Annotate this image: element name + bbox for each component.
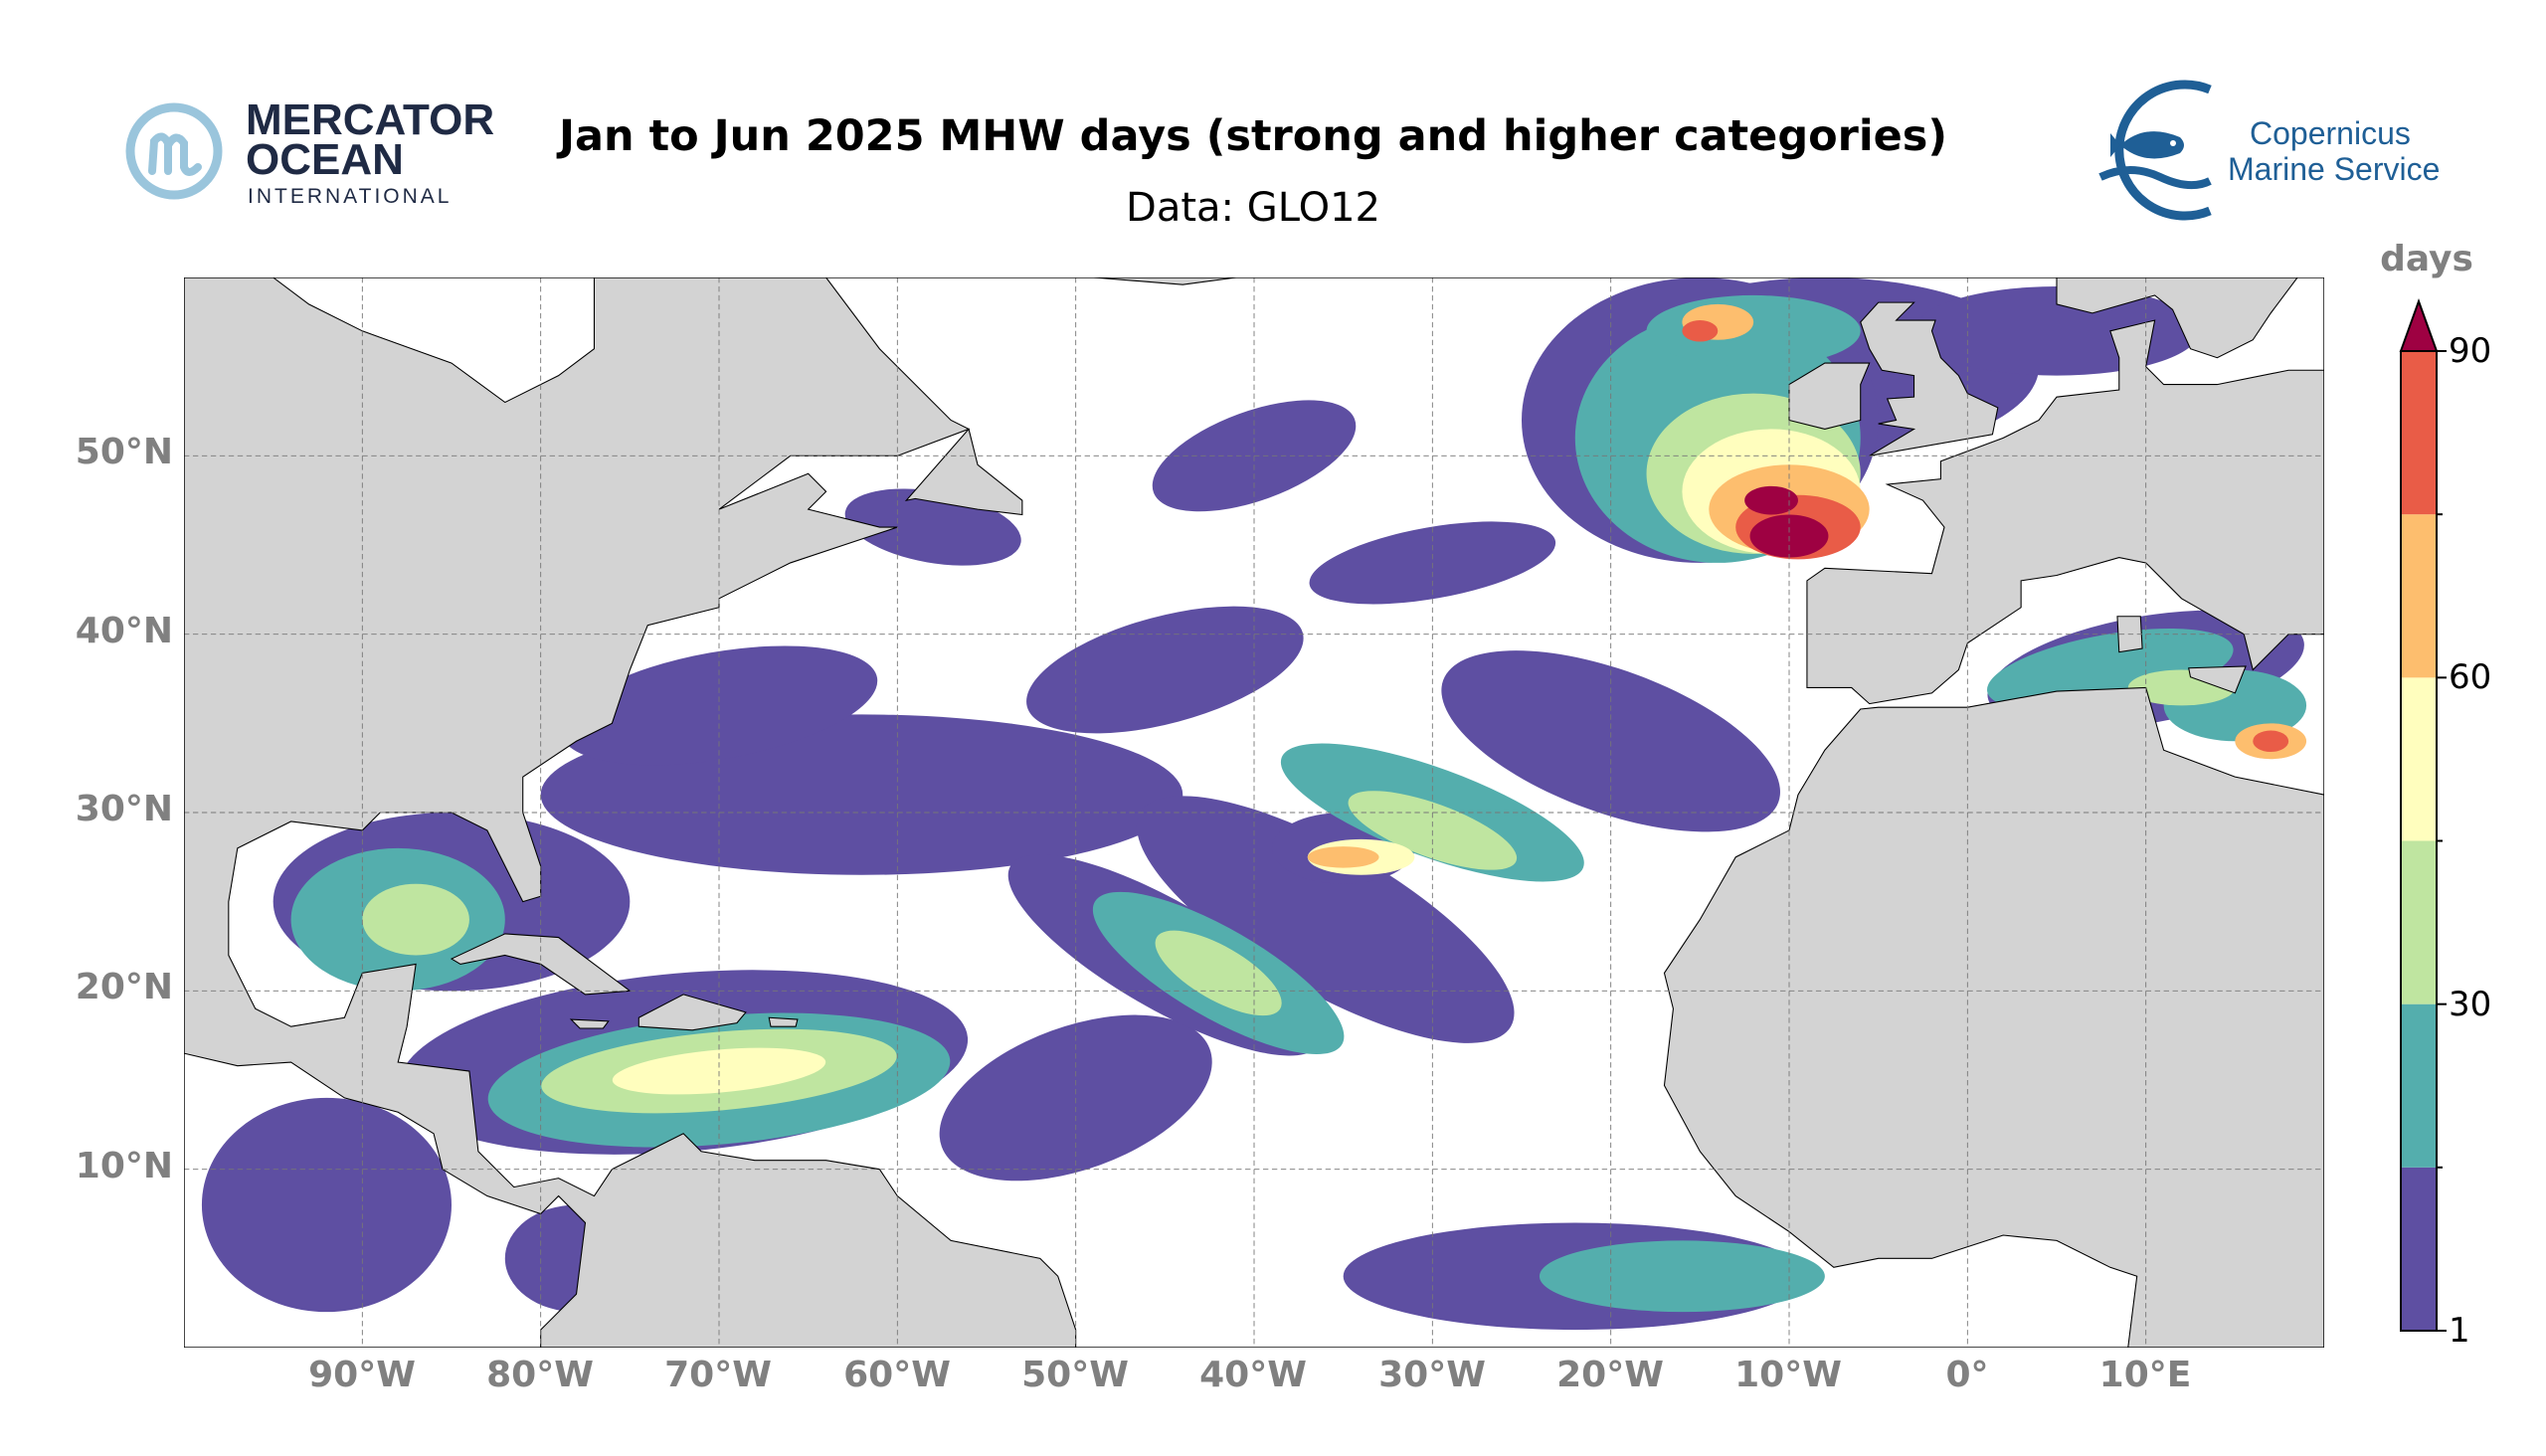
lon-label-90w: 90°W: [308, 1355, 416, 1395]
land-scandinavia: [2056, 277, 2298, 359]
lon-label-80w: 80°W: [486, 1355, 594, 1395]
land-africa: [1663, 686, 2324, 1348]
mercator-ocean-logo: MERCATOR OCEAN INTERNATIONAL: [124, 95, 502, 208]
gridlines: [184, 277, 2324, 1348]
map-panel: [184, 277, 2324, 1348]
colorbar: [2399, 298, 2447, 1332]
mercator-line3: INTERNATIONAL: [248, 185, 453, 208]
land-puerto-rico: [768, 1016, 799, 1027]
mhw-days-field: [201, 277, 2307, 1331]
mhw-area: [201, 1097, 452, 1313]
land-masses: [184, 277, 2324, 1348]
colorbar-tick-90: 90: [2449, 331, 2492, 371]
lat-label-40n: 40°N: [75, 611, 173, 651]
chart-title: Jan to Jun 2025 MHW days (strong and hig…: [558, 111, 1948, 161]
mhw-area: [1307, 846, 1379, 868]
lat-label-30n: 30°N: [75, 789, 173, 829]
colorbar-tick-60: 60: [2449, 657, 2492, 697]
land-ireland: [1788, 362, 1871, 430]
colorbar-tick-1: 1: [2449, 1311, 2470, 1351]
lon-label-0: 0°: [1945, 1355, 1989, 1395]
lon-label-40w: 40°W: [1199, 1355, 1307, 1395]
land-europe: [1806, 319, 2324, 705]
lat-label-50n: 50°N: [75, 432, 173, 472]
colorbar-label: days: [2380, 239, 2473, 279]
mhw-area: [1646, 294, 1861, 367]
lon-label-30w: 30°W: [1378, 1355, 1486, 1395]
land-newfoundland: [904, 428, 1023, 516]
colorbar-tick-30: 30: [2449, 985, 2492, 1024]
chart-subtitle: Data: GLO12: [1126, 185, 1380, 231]
land-jamaica: [569, 1018, 610, 1029]
lon-label-60w: 60°W: [843, 1355, 951, 1395]
lat-label-10n: 10°N: [75, 1146, 173, 1186]
mhw-area: [362, 883, 469, 956]
mhw-area: [1136, 796, 1515, 1043]
mercator-line1: MERCATOR: [246, 95, 495, 144]
colorbar-segment: [2401, 514, 2437, 678]
mhw-area: [1026, 606, 1304, 734]
mhw-area: [1539, 1240, 1825, 1313]
lon-label-50w: 50°W: [1021, 1355, 1129, 1395]
mhw-area: [2253, 730, 2289, 753]
mhw-area: [1155, 930, 1282, 1016]
copernicus-line1: Copernicus: [2250, 115, 2411, 151]
lon-label-10w: 10°W: [1734, 1355, 1842, 1395]
copernicus-marine-logo: Copernicus Marine Service: [2071, 78, 2468, 222]
mhw-area: [1744, 485, 1798, 515]
lon-label-10e: 10°E: [2098, 1355, 2192, 1395]
lat-label-20n: 20°N: [75, 967, 173, 1007]
lon-label-70w: 70°W: [664, 1355, 772, 1395]
hudson-bay: [272, 277, 596, 404]
colorbar-segment: [2401, 351, 2437, 515]
land-great-britain: [1860, 301, 1999, 456]
lon-label-20w: 20°W: [1556, 1355, 1664, 1395]
mercator-m-mark-icon: [125, 102, 223, 200]
land-north-america: [184, 277, 1077, 1348]
land-greenland-tip: [1093, 277, 1237, 285]
colorbar-segment: [2401, 677, 2437, 841]
copernicus-fish-mark-icon: [2098, 80, 2212, 221]
colorbar-extend-triangle: [2399, 298, 2439, 352]
colorbar-segment: [2401, 1003, 2437, 1168]
land-sicily: [2188, 665, 2247, 694]
mercator-line2: OCEAN: [246, 135, 404, 184]
colorbar-segment: [2401, 840, 2437, 1004]
copernicus-line2: Marine Service: [2228, 151, 2441, 187]
mhw-area: [1682, 320, 1719, 342]
colorbar-segment: [2401, 1167, 2437, 1331]
